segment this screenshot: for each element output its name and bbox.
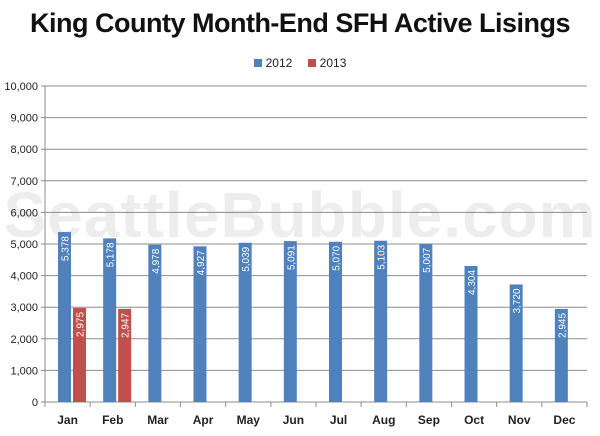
- x-tick-label: Feb: [102, 413, 123, 427]
- y-tick-label: 0: [32, 397, 38, 409]
- y-tick-label: 6,000: [10, 207, 38, 219]
- x-tick-label: Apr: [193, 413, 214, 427]
- x-tick-label: Mar: [147, 413, 169, 427]
- data-label-2013: 2,975: [76, 312, 87, 337]
- chart-title: King County Month-End SFH Active Lisings: [30, 8, 570, 38]
- x-tick-label: Sep: [418, 413, 440, 427]
- y-tick-label: 10,000: [4, 81, 38, 93]
- data-label-2012: 5,103: [377, 244, 388, 269]
- bar-2012: [58, 232, 71, 402]
- data-label-2012: 5,178: [106, 242, 117, 267]
- legend-item-2013: 2013: [307, 55, 347, 71]
- y-tick-label: 2,000: [10, 334, 38, 346]
- bar-2013: [73, 307, 86, 402]
- legend-swatch-2012: [253, 59, 262, 68]
- bar-2012: [419, 243, 433, 402]
- legend-item-2012: 2012: [253, 55, 293, 71]
- y-tick-label: 9,000: [10, 113, 38, 125]
- y-tick-label: 7,000: [10, 176, 38, 188]
- bar-2012: [509, 284, 523, 402]
- bar-2012: [329, 241, 342, 402]
- data-label-2012: 4,927: [196, 250, 207, 275]
- data-label-2012: 5,039: [241, 246, 252, 271]
- legend-swatch-2013: [307, 59, 316, 68]
- data-label-2012: 5,007: [422, 247, 433, 272]
- bar-2012: [464, 265, 478, 402]
- bar-2013: [118, 308, 132, 402]
- x-tick-label: Jan: [57, 413, 78, 427]
- x-tick-label: May: [237, 413, 261, 427]
- legend-label-2012: 2012: [265, 56, 293, 71]
- bar-2012: [238, 242, 252, 402]
- x-tick-label: Aug: [372, 413, 395, 427]
- legend-label-2013: 2013: [319, 56, 347, 71]
- data-label-2012: 4,978: [151, 248, 162, 273]
- bar-2012: [374, 240, 388, 402]
- chart-legend: 2012 2013: [0, 55, 600, 70]
- data-label-2012: 4,304: [467, 270, 478, 295]
- bar-2012: [103, 238, 117, 402]
- data-label-2012: 5,070: [332, 245, 343, 270]
- data-label-2012: 5,091: [286, 245, 297, 270]
- bar-2012: [193, 246, 207, 402]
- y-tick-label: 8,000: [10, 144, 38, 156]
- x-tick-label: Jul: [330, 413, 347, 427]
- x-tick-label: Nov: [508, 413, 531, 427]
- data-label-2012: 3,720: [512, 288, 523, 313]
- bar-2012: [148, 244, 162, 402]
- x-tick-label: Dec: [553, 413, 575, 427]
- x-tick-label: Oct: [464, 413, 484, 427]
- bar-2012: [283, 241, 297, 402]
- y-tick-label: 1,000: [10, 365, 38, 377]
- data-label-2012: 2,945: [557, 313, 568, 338]
- data-label-2013: 2,947: [121, 312, 132, 337]
- y-tick-label: 3,000: [10, 302, 38, 314]
- bar-2012: [554, 308, 568, 402]
- y-tick-label: 4,000: [10, 271, 38, 283]
- data-label-2012: 5,378: [61, 236, 72, 261]
- y-tick-label: 5,000: [10, 239, 38, 251]
- x-tick-label: Jun: [283, 413, 304, 427]
